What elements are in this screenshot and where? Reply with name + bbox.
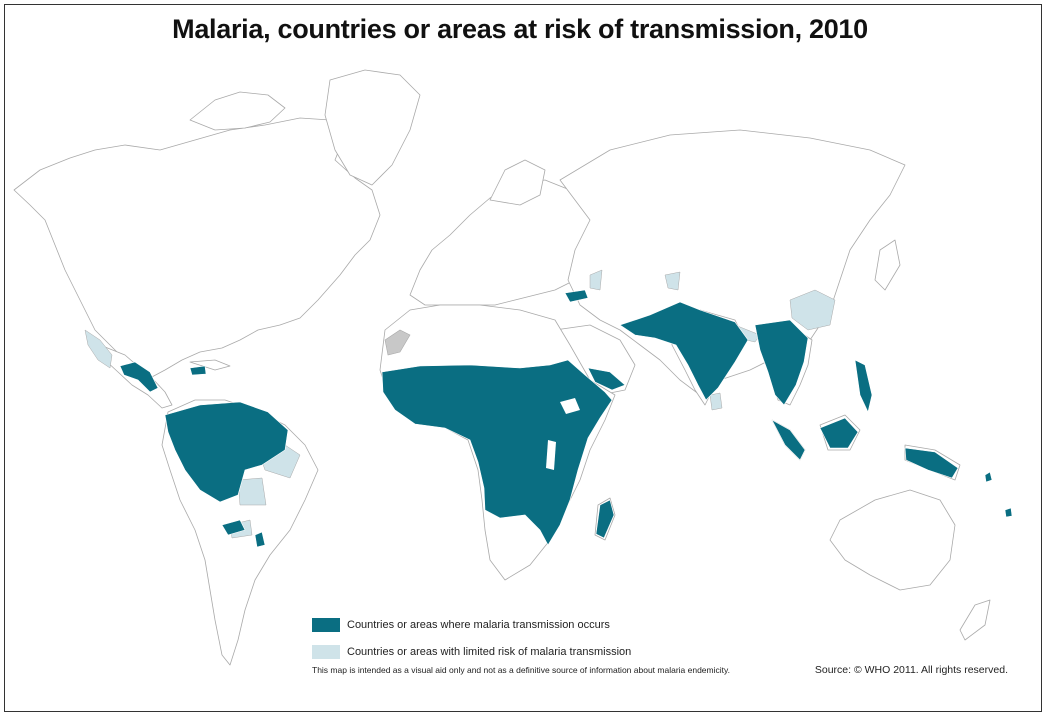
landmass-japan	[874, 239, 901, 291]
landmass-australia	[829, 489, 956, 591]
source-credit: Source: © WHO 2011. All rights reserved.	[814, 664, 1008, 676]
transmission-south-asia	[619, 301, 749, 401]
transmission-central-america	[119, 361, 159, 393]
legend-swatch-transmission	[312, 618, 340, 632]
landmass-scandinavia	[489, 159, 546, 206]
legend-label-transmission: Countries or areas where malaria transmi…	[347, 619, 610, 631]
limited-risk-mexico	[84, 329, 113, 369]
lake-tanganyika	[546, 440, 556, 470]
disclaimer-text: This map is intended as a visual aid onl…	[312, 665, 730, 675]
map-legend: Countries or areas where malaria transmi…	[312, 613, 631, 667]
landmass-greenland	[324, 69, 421, 186]
landmass-arctic-islands	[189, 91, 286, 131]
limited-risk-tajikistan	[664, 271, 681, 291]
limited-risk-china	[789, 289, 836, 331]
legend-item-transmission: Countries or areas where malaria transmi…	[312, 613, 631, 637]
landmass-new-zealand	[959, 599, 991, 641]
transmission-madagascar	[595, 499, 615, 539]
limited-risk-brazil-central	[237, 477, 267, 506]
transmission-hispaniola	[189, 365, 207, 376]
transmission-paraguay	[221, 519, 246, 536]
transmission-yemen	[587, 367, 626, 391]
landmass-north-america	[13, 117, 381, 379]
landmass-caribbean	[189, 359, 231, 371]
legend-swatch-limited	[312, 645, 340, 659]
transmission-borneo	[819, 417, 859, 449]
limited-risk-sri-lanka	[709, 392, 723, 411]
transmission-philippines	[854, 359, 873, 413]
transmission-solomon-islands	[984, 471, 993, 483]
legend-item-limited: Countries or areas with limited risk of …	[312, 640, 631, 664]
transmission-sub-saharan-africa	[381, 359, 613, 546]
area-western-sahara	[384, 329, 411, 356]
transmission-amazon	[164, 401, 289, 503]
transmission-sumatra	[771, 419, 806, 461]
map-title: Malaria, countries or areas at risk of t…	[172, 14, 868, 44]
transmission-indochina	[754, 319, 809, 406]
transmission-turkey	[564, 289, 589, 303]
legend-label-limited: Countries or areas with limited risk of …	[347, 646, 632, 658]
limited-risk-central-asia	[589, 269, 603, 291]
transmission-argentina-north	[254, 531, 266, 548]
transmission-vanuatu	[1004, 507, 1013, 518]
lake-victoria	[560, 398, 580, 414]
transmission-new-guinea	[904, 447, 959, 479]
